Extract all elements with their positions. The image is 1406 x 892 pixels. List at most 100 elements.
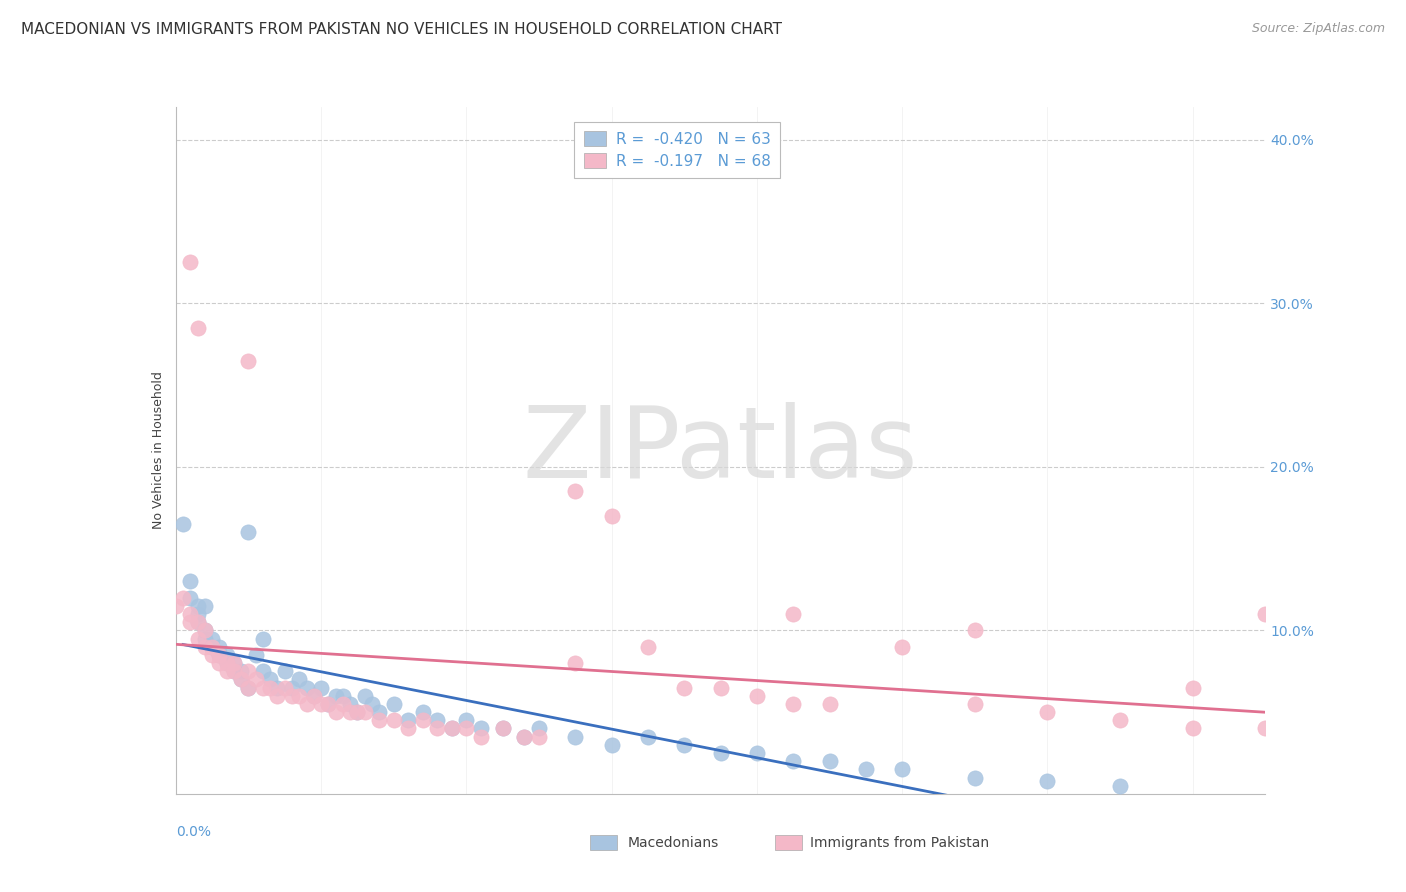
Point [891,762,914,776]
Text: MACEDONIAN VS IMMIGRANTS FROM PAKISTAN NO VEHICLES IN HOUSEHOLD CORRELATION CHAR: MACEDONIAN VS IMMIGRANTS FROM PAKISTAN N… [21,22,782,37]
Point [673,738,696,752]
Point [440,722,463,736]
Point [238,525,260,540]
Point [208,656,231,670]
Point [186,615,209,630]
Point [564,484,586,499]
Bar [775,835,803,850]
Point [782,607,804,621]
Point [470,722,492,736]
Point [346,705,368,719]
Point [745,689,768,703]
Point [637,640,659,654]
Point [252,681,274,695]
Point [179,255,201,269]
Point [368,714,391,728]
Point [201,640,224,654]
Point [673,681,696,695]
Point [891,640,914,654]
Point [231,673,253,687]
Text: 0.0%: 0.0% [176,825,211,838]
Point [179,615,201,630]
Point [368,705,391,719]
Point [1109,779,1132,793]
Point [215,648,238,662]
Point [353,689,375,703]
Point [637,730,659,744]
Point [818,754,841,768]
Point [492,722,515,736]
Point [252,664,274,679]
Point [222,656,245,670]
Point [325,689,347,703]
Point [339,697,361,711]
Point [295,697,318,711]
Point [325,705,347,719]
Point [396,714,419,728]
Point [600,738,623,752]
Point [440,722,463,736]
Point [281,689,304,703]
Point [295,681,318,695]
Point [281,681,304,695]
Point [527,722,550,736]
Point [194,640,217,654]
Point [710,681,733,695]
Point [231,664,253,679]
Point [855,762,877,776]
Point [782,697,804,711]
Point [165,599,187,613]
Point [564,656,586,670]
Y-axis label: No Vehicles in Household: No Vehicles in Household [152,372,165,529]
Point [179,591,201,605]
Point [412,714,434,728]
Point [360,697,382,711]
Point [513,730,536,744]
Point [238,353,260,368]
Point [186,321,209,335]
Point [600,508,623,523]
Point [259,681,281,695]
Point [194,624,217,638]
Point [339,705,361,719]
Point [513,730,536,744]
Point [382,714,405,728]
Point [179,574,201,589]
Point [302,689,325,703]
Point [1181,722,1204,736]
Point [818,697,841,711]
Point [963,697,986,711]
Point [1181,681,1204,695]
Point [318,697,340,711]
Point [186,632,209,646]
Point [194,599,217,613]
Point [318,697,340,711]
Point [527,730,550,744]
Point [208,648,231,662]
Text: Source: ZipAtlas.com: Source: ZipAtlas.com [1251,22,1385,36]
Point [382,697,405,711]
Point [172,516,194,531]
Point [412,705,434,719]
Point [332,689,354,703]
Point [963,771,986,785]
Point [288,689,311,703]
Text: ZIPatlas: ZIPatlas [523,402,918,499]
Point [396,722,419,736]
Point [231,673,253,687]
Point [194,632,217,646]
Point [186,599,209,613]
Point [179,607,201,621]
Point [245,648,267,662]
Point [215,664,238,679]
Point [492,722,515,736]
Point [426,722,449,736]
Point [222,664,245,679]
Point [252,632,274,646]
Point [238,681,260,695]
Point [353,705,375,719]
Point [1036,705,1059,719]
Text: Immigrants from Pakistan: Immigrants from Pakistan [810,836,988,850]
Point [208,640,231,654]
Point [782,754,804,768]
